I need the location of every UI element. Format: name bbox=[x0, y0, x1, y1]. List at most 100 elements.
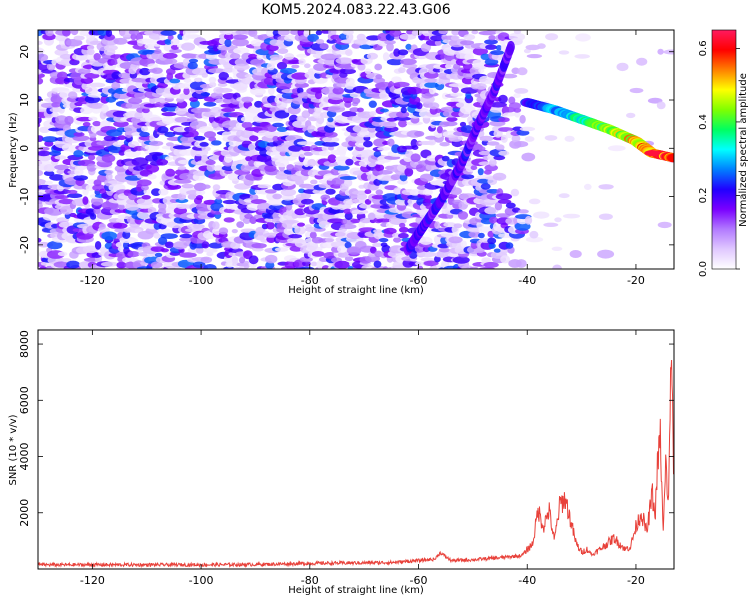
spectrogram-cell bbox=[515, 259, 527, 268]
spectrogram-cell bbox=[38, 47, 45, 55]
spectrogram-cell bbox=[323, 160, 339, 167]
spectrogram-cell bbox=[162, 196, 175, 205]
spectrogram-cell bbox=[274, 247, 289, 252]
spectrogram-cell bbox=[489, 102, 508, 108]
spectrogram-cell bbox=[166, 68, 176, 75]
spectrogram-cell bbox=[73, 35, 85, 41]
spectrogram-cell bbox=[484, 58, 499, 66]
spectrogram-cell bbox=[657, 48, 664, 55]
x-tick-label: -120 bbox=[80, 574, 105, 587]
spectrogram-cell bbox=[663, 49, 674, 55]
spectrogram-cell bbox=[284, 34, 296, 42]
spectrogram-cell bbox=[269, 39, 284, 47]
spectrogram-cell bbox=[519, 126, 536, 132]
spectrogram-cell bbox=[533, 211, 550, 219]
spectrogram-cell bbox=[451, 30, 460, 36]
spectrogram-cell bbox=[428, 102, 440, 110]
y-tick-label: 0 bbox=[18, 145, 31, 152]
colorbar-tick-label: 0.2 bbox=[698, 188, 709, 204]
spectrogram-cell bbox=[272, 211, 283, 220]
spectrogram-cell bbox=[255, 226, 266, 236]
spectrogram-cell bbox=[90, 213, 97, 220]
spectrogram-cells bbox=[38, 30, 674, 269]
x-tick-label: -120 bbox=[80, 274, 105, 287]
spectrogram-cell bbox=[309, 231, 317, 239]
spectrogram-cell bbox=[397, 49, 409, 56]
spectrogram-cell bbox=[223, 33, 235, 40]
spectrogram-cell bbox=[266, 62, 275, 71]
spectrogram-cell bbox=[435, 108, 442, 113]
spectrogram-cell bbox=[443, 121, 458, 127]
spectrogram-cell bbox=[211, 140, 222, 146]
spectrogram-cell bbox=[38, 40, 43, 46]
spectrogram-cell bbox=[214, 198, 223, 205]
spectrogram-cell bbox=[91, 196, 104, 206]
spectrogram-cell bbox=[43, 170, 55, 176]
spectrogram-cell bbox=[243, 260, 251, 269]
spectrogram-cell bbox=[417, 265, 423, 269]
spectrogram-cell bbox=[420, 257, 435, 262]
spectrogram-cell bbox=[344, 241, 352, 249]
spectrogram-cell bbox=[301, 198, 314, 205]
spectrogram-cell bbox=[85, 184, 96, 191]
spectrogram-cell bbox=[306, 241, 319, 251]
spectrogram-cell bbox=[74, 165, 87, 171]
spectrogram-cell bbox=[373, 229, 383, 234]
spectrogram-cell bbox=[232, 34, 249, 40]
spectrogram-cell bbox=[457, 98, 466, 103]
spectrogram-cell bbox=[104, 169, 114, 175]
spectrogram-cell bbox=[179, 233, 193, 239]
spectrogram-cell bbox=[206, 251, 214, 257]
y-tick-label: 8000 bbox=[18, 330, 31, 358]
spectrogram-cell bbox=[379, 205, 392, 209]
spectrogram-cell bbox=[321, 141, 340, 147]
spectrogram-cell bbox=[62, 103, 72, 109]
spectrogram-cell bbox=[327, 117, 334, 123]
spectrogram-cell bbox=[310, 261, 318, 267]
spectrogram-cell bbox=[443, 222, 457, 228]
spectrogram-cell bbox=[218, 71, 229, 81]
spectrogram-cell bbox=[43, 164, 56, 172]
spectrogram-cell bbox=[364, 189, 372, 195]
spectrogram-cell bbox=[446, 116, 458, 122]
spectrogram-cell bbox=[334, 260, 351, 269]
spectrogram-cell bbox=[607, 145, 626, 152]
spectrogram-cell bbox=[134, 228, 143, 233]
spectrogram-cell bbox=[380, 242, 388, 248]
spectrogram-cell bbox=[212, 184, 221, 191]
spectrogram-cell bbox=[529, 230, 539, 239]
spectrogram-cell bbox=[390, 174, 402, 181]
spectrogram-cell bbox=[150, 261, 163, 269]
spectrogram-cell bbox=[280, 68, 297, 74]
spectrogram-cell bbox=[132, 43, 149, 50]
colorbar: 0.0 0.2 0.4 0.6 Normalized spectral amplitu… bbox=[698, 29, 749, 277]
spectrogram-cell bbox=[274, 158, 290, 168]
spectrogram-cell bbox=[100, 261, 119, 267]
spectrogram-cell bbox=[92, 120, 101, 127]
spectrogram-cell bbox=[141, 125, 148, 132]
spectrogram-cell bbox=[103, 44, 118, 51]
spectrogram-cell bbox=[206, 163, 216, 172]
spectrogram-cell bbox=[383, 121, 397, 129]
x-tick-label: -100 bbox=[189, 574, 214, 587]
spectrogram-cell bbox=[423, 260, 439, 267]
spectrogram-cell bbox=[101, 104, 109, 114]
spectrogram-cell bbox=[72, 135, 90, 142]
spectrogram-cell bbox=[283, 227, 295, 236]
spectrogram-cell bbox=[139, 131, 150, 137]
spectrogram-cell bbox=[141, 184, 149, 191]
spectrogram-cell bbox=[187, 61, 198, 70]
spectrogram-cell bbox=[356, 33, 366, 41]
spectrogram-cell bbox=[164, 58, 178, 65]
spectrogram-cell bbox=[537, 43, 546, 49]
spectrogram-cell bbox=[339, 176, 357, 180]
spectrogram-cell bbox=[415, 163, 426, 173]
spectrogram-cell bbox=[299, 256, 313, 263]
spectrogram-cell bbox=[42, 136, 58, 143]
spectrogram-cell bbox=[249, 216, 257, 224]
spectrogram-cell bbox=[290, 30, 300, 35]
spectrogram-cell bbox=[177, 166, 187, 171]
x-tick-label: -40 bbox=[518, 574, 536, 587]
spectrogram-cell bbox=[136, 38, 154, 44]
spectrogram-cell bbox=[414, 130, 425, 137]
